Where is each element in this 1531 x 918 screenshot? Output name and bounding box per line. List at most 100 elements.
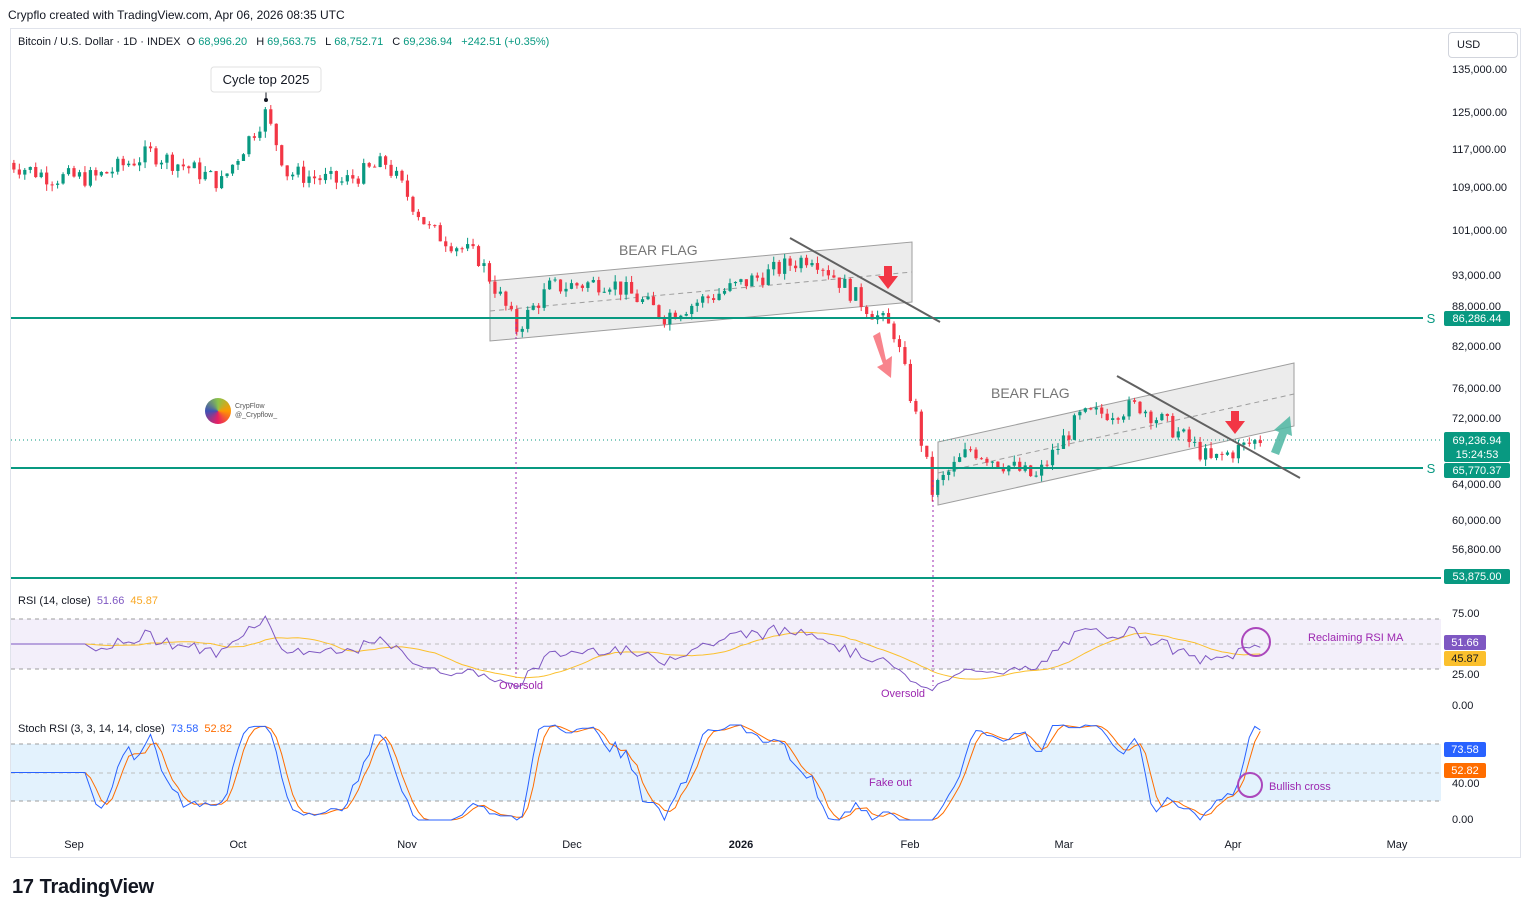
bear-flag-label-1: BEAR FLAG (619, 242, 698, 258)
rsi-legend[interactable]: RSI (14, close) 51.66 45.87 (18, 595, 161, 607)
support-badge-2-text: 65,770.37 (1453, 465, 1502, 477)
candle-body (564, 288, 568, 292)
candle-body (367, 163, 371, 167)
candle-body (1045, 464, 1049, 466)
fakeout-label: Fake out (869, 777, 912, 789)
candle-body (1209, 448, 1213, 458)
candle-body (1122, 416, 1126, 420)
candle-body (263, 109, 267, 132)
candle-body (1176, 431, 1180, 438)
candle-body (449, 246, 453, 252)
candle-body (952, 461, 956, 472)
candle-body (45, 172, 49, 185)
rsi-line (11, 615, 1261, 692)
time-tick-label: Oct (229, 839, 246, 851)
price-tick-label: 93,000.00 (1452, 270, 1501, 282)
candle-body (329, 171, 333, 174)
chart-credit: Crypflo created with TradingView.com, Ap… (8, 8, 345, 22)
price-axis[interactable]: 135,000.00 125,000.00 117,000.00 109,000… (1452, 64, 1507, 826)
candle-body (1236, 444, 1240, 459)
price-tick-label: 109,000.00 (1452, 182, 1507, 194)
candle-body (427, 224, 431, 226)
cycle-top-label: Cycle top 2025 (223, 72, 310, 87)
candle-body (476, 246, 481, 266)
candle-body (580, 285, 584, 288)
candle-body (170, 154, 174, 171)
candle-body (575, 283, 579, 286)
tradingview-logo-icon: 17 (12, 876, 34, 898)
rsi-badge-text: 51.66 (1451, 637, 1479, 649)
candle-body (203, 171, 207, 180)
currency-selector[interactable]: USD (1448, 32, 1518, 58)
price-tick-label: 72,000.00 (1452, 413, 1501, 425)
support-badge-3-text: 53,875.00 (1453, 571, 1502, 583)
candle-body (881, 312, 885, 316)
candle-body (334, 171, 338, 183)
candle-body (695, 302, 699, 306)
candle-body (471, 244, 475, 247)
candle-body (859, 287, 863, 307)
symbol-legend[interactable]: Bitcoin / U.S. Dollar · 1D · INDEX O 68,9… (18, 36, 552, 48)
candle-body (821, 269, 825, 271)
tradingview-logo-text: TradingView (39, 876, 154, 898)
candle-body (258, 131, 262, 138)
candle-body (148, 146, 153, 149)
candle-body (1231, 452, 1235, 459)
candle-body (56, 183, 60, 185)
candle-body (837, 277, 841, 288)
candle-body (1187, 429, 1191, 443)
candle-body (903, 347, 907, 364)
candle-body (138, 162, 142, 166)
candle-body (843, 278, 847, 288)
candle-body (99, 172, 103, 176)
stoch-highlight-circle (1237, 772, 1263, 798)
low-value: 68,752.71 (334, 36, 384, 48)
candle-body (1132, 400, 1137, 402)
candle-body (717, 293, 721, 300)
candle-body (1182, 429, 1186, 432)
candle-body (28, 166, 32, 170)
candle-body (542, 289, 546, 308)
bear-arrow-2 (1225, 411, 1245, 434)
candle-body (373, 166, 377, 168)
candle-body (531, 305, 535, 310)
candle-body (1204, 448, 1208, 460)
time-tick-label: Apr (1224, 839, 1241, 851)
candle-body (865, 306, 869, 315)
candle-body (553, 279, 557, 281)
time-axis[interactable]: Sep Oct Nov Dec 2026 Feb Mar Apr May (64, 839, 1408, 851)
bear-flag-midline-2 (937, 393, 1295, 474)
candle-body (826, 270, 830, 276)
symbol-name: Bitcoin / U.S. Dollar · 1D · INDEX (18, 36, 181, 48)
trendline-1[interactable] (789, 237, 941, 323)
low-label: L (325, 36, 332, 48)
time-tick-label: Dec (562, 839, 582, 851)
candle-body (274, 123, 278, 146)
time-tick-label: Feb (901, 839, 920, 851)
candle-body (39, 172, 43, 178)
candle-body (1061, 435, 1066, 449)
cycle-top-callout[interactable] (210, 66, 322, 93)
trendline-2[interactable] (1116, 375, 1301, 479)
candle-body (815, 263, 820, 270)
candle-body (804, 257, 809, 266)
breakout-arrow (1271, 416, 1292, 455)
candle-body (1160, 413, 1164, 421)
rsi-ma-line (11, 631, 1261, 680)
candle-body (110, 171, 114, 174)
candle-body (466, 244, 470, 249)
tradingview-logo[interactable]: 17 TradingView (12, 876, 154, 899)
candle-body (624, 282, 628, 295)
candle-body (630, 282, 634, 294)
candle-body (280, 145, 284, 166)
candle-body (788, 258, 792, 266)
candle-body (1171, 415, 1175, 438)
candle-body (712, 298, 716, 300)
candle-body (1078, 411, 1082, 416)
candle-body (657, 305, 661, 318)
candle-body (389, 164, 393, 176)
stoch-legend[interactable]: Stoch RSI (3, 3, 14, 14, close) 73.58 52… (18, 723, 235, 735)
stoch-legend-d: 52.82 (204, 723, 232, 735)
candle-body (225, 173, 229, 177)
